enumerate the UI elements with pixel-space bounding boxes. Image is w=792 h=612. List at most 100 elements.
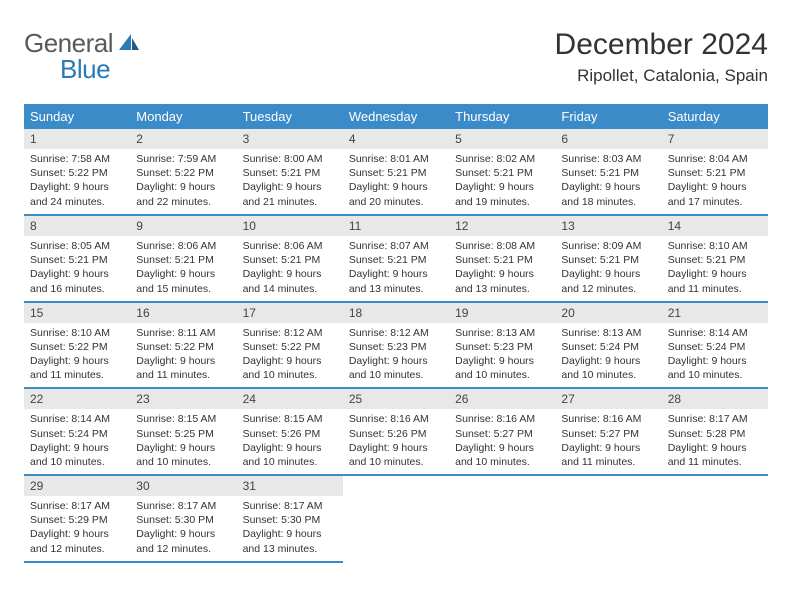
day-line: Sunset: 5:29 PM: [30, 513, 124, 527]
day-line: Sunset: 5:27 PM: [455, 427, 549, 441]
day-details: Sunrise: 8:16 AMSunset: 5:27 PMDaylight:…: [555, 409, 661, 474]
day-details: Sunrise: 8:17 AMSunset: 5:30 PMDaylight:…: [130, 496, 236, 561]
calendar-day-cell: 10Sunrise: 8:06 AMSunset: 5:21 PMDayligh…: [237, 215, 343, 302]
day-number: 14: [662, 216, 768, 236]
day-details: Sunrise: 8:13 AMSunset: 5:23 PMDaylight:…: [449, 323, 555, 388]
day-number: 25: [343, 389, 449, 409]
day-details: Sunrise: 8:16 AMSunset: 5:27 PMDaylight:…: [449, 409, 555, 474]
day-line: Daylight: 9 hours: [243, 527, 337, 541]
day-line: Sunset: 5:22 PM: [30, 340, 124, 354]
header: General Blue December 2024 Ripollet, Cat…: [24, 28, 768, 86]
day-line: Daylight: 9 hours: [136, 527, 230, 541]
day-line: Sunset: 5:23 PM: [455, 340, 549, 354]
day-number: 18: [343, 303, 449, 323]
day-line: Sunrise: 8:17 AM: [243, 499, 337, 513]
calendar-day-cell: 24Sunrise: 8:15 AMSunset: 5:26 PMDayligh…: [237, 388, 343, 475]
calendar-day-cell: 8Sunrise: 8:05 AMSunset: 5:21 PMDaylight…: [24, 215, 130, 302]
day-line: Sunrise: 8:13 AM: [455, 326, 549, 340]
day-line: Sunset: 5:21 PM: [30, 253, 124, 267]
day-number: 4: [343, 129, 449, 149]
calendar-day-cell: 26Sunrise: 8:16 AMSunset: 5:27 PMDayligh…: [449, 388, 555, 475]
day-line: Sunrise: 8:04 AM: [668, 152, 762, 166]
calendar-day-cell: 6Sunrise: 8:03 AMSunset: 5:21 PMDaylight…: [555, 129, 661, 215]
calendar-body: 1Sunrise: 7:58 AMSunset: 5:22 PMDaylight…: [24, 129, 768, 562]
calendar-day-cell: 22Sunrise: 8:14 AMSunset: 5:24 PMDayligh…: [24, 388, 130, 475]
day-number: 17: [237, 303, 343, 323]
day-line: and 19 minutes.: [455, 195, 549, 209]
day-line: Sunset: 5:21 PM: [243, 253, 337, 267]
day-line: and 17 minutes.: [668, 195, 762, 209]
day-number: 28: [662, 389, 768, 409]
calendar-day-cell: 9Sunrise: 8:06 AMSunset: 5:21 PMDaylight…: [130, 215, 236, 302]
day-line: and 10 minutes.: [136, 455, 230, 469]
day-line: and 10 minutes.: [455, 368, 549, 382]
day-line: and 13 minutes.: [243, 542, 337, 556]
day-number: 7: [662, 129, 768, 149]
day-details: Sunrise: 7:58 AMSunset: 5:22 PMDaylight:…: [24, 149, 130, 214]
day-details: Sunrise: 8:12 AMSunset: 5:23 PMDaylight:…: [343, 323, 449, 388]
day-line: and 12 minutes.: [30, 542, 124, 556]
day-number: 13: [555, 216, 661, 236]
day-number: 12: [449, 216, 555, 236]
calendar-day-cell: [662, 475, 768, 562]
calendar-day-cell: 18Sunrise: 8:12 AMSunset: 5:23 PMDayligh…: [343, 302, 449, 389]
day-line: Sunrise: 8:06 AM: [243, 239, 337, 253]
calendar-day-cell: 14Sunrise: 8:10 AMSunset: 5:21 PMDayligh…: [662, 215, 768, 302]
day-details: Sunrise: 8:07 AMSunset: 5:21 PMDaylight:…: [343, 236, 449, 301]
day-line: Sunset: 5:21 PM: [455, 253, 549, 267]
day-line: Daylight: 9 hours: [136, 267, 230, 281]
day-line: Sunrise: 8:12 AM: [349, 326, 443, 340]
weekday-header: Saturday: [662, 104, 768, 129]
calendar-day-cell: 2Sunrise: 7:59 AMSunset: 5:22 PMDaylight…: [130, 129, 236, 215]
day-details: Sunrise: 8:14 AMSunset: 5:24 PMDaylight:…: [662, 323, 768, 388]
day-line: and 12 minutes.: [136, 542, 230, 556]
day-line: and 10 minutes.: [349, 455, 443, 469]
day-line: and 14 minutes.: [243, 282, 337, 296]
day-line: Sunset: 5:25 PM: [136, 427, 230, 441]
day-number: 20: [555, 303, 661, 323]
calendar-day-cell: 4Sunrise: 8:01 AMSunset: 5:21 PMDaylight…: [343, 129, 449, 215]
day-line: Daylight: 9 hours: [30, 527, 124, 541]
calendar-day-cell: 23Sunrise: 8:15 AMSunset: 5:25 PMDayligh…: [130, 388, 236, 475]
day-line: and 13 minutes.: [349, 282, 443, 296]
day-details: Sunrise: 8:00 AMSunset: 5:21 PMDaylight:…: [237, 149, 343, 214]
day-line: Sunset: 5:22 PM: [243, 340, 337, 354]
day-line: Sunset: 5:21 PM: [243, 166, 337, 180]
day-line: Daylight: 9 hours: [243, 354, 337, 368]
day-line: Sunset: 5:21 PM: [349, 253, 443, 267]
calendar-table: Sunday Monday Tuesday Wednesday Thursday…: [24, 104, 768, 563]
day-line: Daylight: 9 hours: [668, 441, 762, 455]
day-line: Sunrise: 8:05 AM: [30, 239, 124, 253]
month-title: December 2024: [555, 28, 768, 62]
calendar-day-cell: 5Sunrise: 8:02 AMSunset: 5:21 PMDaylight…: [449, 129, 555, 215]
day-line: Sunrise: 7:58 AM: [30, 152, 124, 166]
calendar-day-cell: 13Sunrise: 8:09 AMSunset: 5:21 PMDayligh…: [555, 215, 661, 302]
day-line: Daylight: 9 hours: [349, 441, 443, 455]
day-line: Sunset: 5:22 PM: [30, 166, 124, 180]
calendar-day-cell: 15Sunrise: 8:10 AMSunset: 5:22 PMDayligh…: [24, 302, 130, 389]
day-line: Sunset: 5:24 PM: [30, 427, 124, 441]
calendar-day-cell: [449, 475, 555, 562]
weekday-header: Thursday: [449, 104, 555, 129]
day-number: 15: [24, 303, 130, 323]
day-details: Sunrise: 8:17 AMSunset: 5:30 PMDaylight:…: [237, 496, 343, 561]
day-line: and 10 minutes.: [349, 368, 443, 382]
day-line: Daylight: 9 hours: [455, 354, 549, 368]
day-details: Sunrise: 8:16 AMSunset: 5:26 PMDaylight:…: [343, 409, 449, 474]
day-line: Sunrise: 8:06 AM: [136, 239, 230, 253]
day-line: Daylight: 9 hours: [561, 180, 655, 194]
day-line: Sunset: 5:21 PM: [136, 253, 230, 267]
day-line: Sunrise: 8:10 AM: [668, 239, 762, 253]
calendar-day-cell: [555, 475, 661, 562]
day-line: and 21 minutes.: [243, 195, 337, 209]
day-line: Daylight: 9 hours: [455, 267, 549, 281]
calendar-week-row: 15Sunrise: 8:10 AMSunset: 5:22 PMDayligh…: [24, 302, 768, 389]
day-details: Sunrise: 8:02 AMSunset: 5:21 PMDaylight:…: [449, 149, 555, 214]
calendar-day-cell: 20Sunrise: 8:13 AMSunset: 5:24 PMDayligh…: [555, 302, 661, 389]
day-details: Sunrise: 7:59 AMSunset: 5:22 PMDaylight:…: [130, 149, 236, 214]
day-line: Daylight: 9 hours: [349, 267, 443, 281]
day-details: Sunrise: 8:04 AMSunset: 5:21 PMDaylight:…: [662, 149, 768, 214]
day-line: Sunset: 5:28 PM: [668, 427, 762, 441]
day-number: 30: [130, 476, 236, 496]
day-line: Sunrise: 8:09 AM: [561, 239, 655, 253]
